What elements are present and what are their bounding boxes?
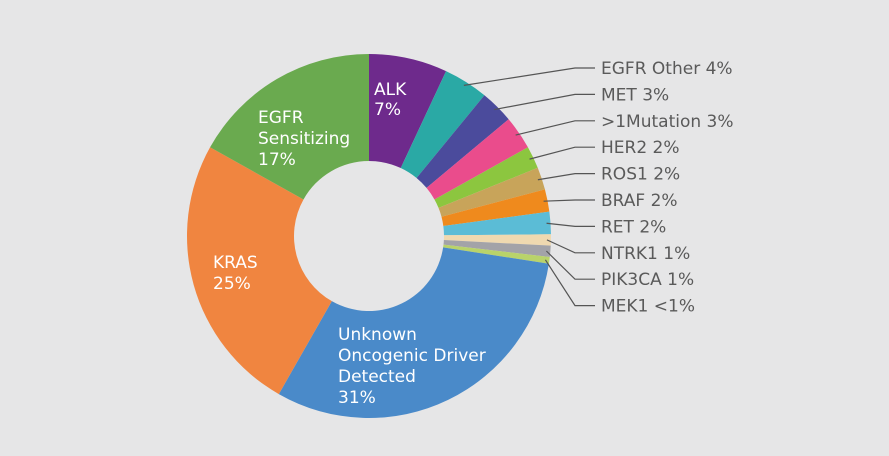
slice-kras [186,147,332,395]
slice-her2 [434,147,538,208]
slice-ret [443,211,551,236]
leader-braf [543,199,595,202]
slice-alk [369,54,447,169]
leader-ntrk1 [546,239,595,254]
label-line: 25% [213,274,251,294]
slice-mutation [426,119,528,200]
label-line: KRAS [213,253,258,273]
label-mek1: MEK1 <1% [601,297,695,317]
label-ros1: ROS1 2% [601,165,680,185]
label-egfr-sensitizing: EGFR Sensitizing 17% [258,108,350,170]
label-pik3ca: PIK3CA 1% [601,270,694,290]
slice-mek1 [443,244,550,264]
slice-ros1 [438,167,545,217]
label-line: 17% [258,150,296,170]
leader-mek1 [544,259,595,307]
label-ret: RET 2% [601,217,666,237]
label-line: EGFR [258,108,304,128]
label-line: Sensitizing [258,129,350,149]
leader-pik3ca [545,250,595,280]
leader-mutation [515,120,595,136]
label-ntrk1: NTRK1 1% [601,244,690,264]
leader-egfr-other [463,67,595,86]
leader-ret [546,222,595,227]
chart-slices [186,54,552,418]
label-alk: ALK 7% [374,80,407,120]
leader-her2 [529,146,595,160]
label-kras: KRAS 25% [213,253,258,294]
label-line: Unknown [338,325,417,345]
label-line: 7% [374,100,401,120]
slice-braf [441,189,550,226]
label-line: 31% [338,388,376,408]
leader-lines [463,67,595,307]
slice-egfr-other [400,71,485,179]
label-her2: HER2 2% [601,138,680,158]
label-met: MET 3% [601,85,669,105]
slice-ntrk1 [443,234,552,246]
label-egfr-other: EGFR Other 4% [601,59,733,79]
label-braf: BRAF 2% [601,191,678,211]
label-line: Detected [338,367,416,387]
label-unknown: Unknown Oncogenic Driver Detected 31% [338,325,486,408]
slice-pik3ca [443,239,551,257]
label-line: ALK [374,80,407,100]
leader-met [494,93,595,111]
label-line: Oncogenic Driver [338,346,486,366]
chart-labels: ALK 7% EGFR Other 4% MET 3% >1Mutation 3% HER… [213,59,734,408]
label-mutation: >1Mutation 3% [601,112,734,132]
slice-unknown [278,247,549,418]
leader-ros1 [537,173,595,181]
slice-met [416,95,509,188]
slice-egfr-sensitizing [210,54,369,200]
